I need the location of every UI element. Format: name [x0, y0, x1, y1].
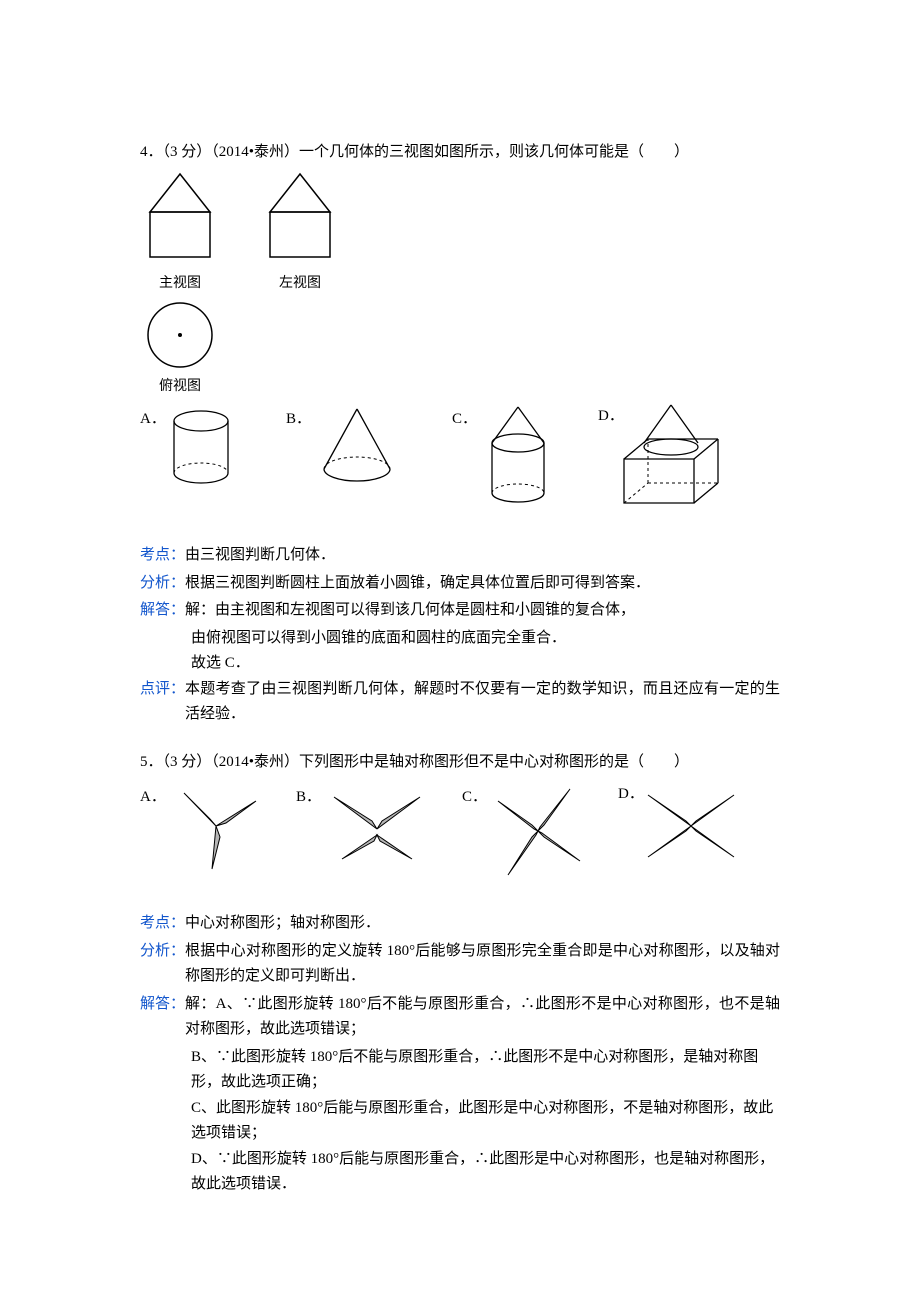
q4-front-view: 主视图: [140, 172, 220, 296]
left-view-svg: [260, 172, 340, 272]
q5-jieda-3: C、此图形旋转 180°后能与原图形重合，此图形是中心对称图形，不是轴对称图形，…: [191, 1096, 780, 1147]
q5-analysis: 考点： 中心对称图形；轴对称图形． 分析： 根据中心对称图形的定义旋转 180°…: [140, 911, 780, 1198]
q4-jieda-3: 故选 C．: [191, 651, 780, 677]
cylinder-icon: [166, 403, 236, 493]
q4-jieda-2: 由俯视图可以得到小圆锥的底面和圆柱的底面完全重合．: [191, 626, 780, 652]
cone-on-cylinder-icon: [478, 403, 558, 513]
q4-kaodian: 由三视图判断几何体．: [185, 543, 780, 569]
q5-shape-c-icon: [488, 781, 588, 881]
page: 4．（3 分）（2014•泰州）一个几何体的三视图如图所示，则该几何体可能是（ …: [0, 0, 920, 1302]
front-view-label: 主视图: [159, 272, 201, 296]
q5-option-b-label: B．: [296, 781, 322, 811]
q5-jieda-2: B、∵此图形旋转 180°后不能与原图形重合，∴此图形不是中心对称图形，是轴对称…: [191, 1045, 780, 1096]
top-view-label: 俯视图: [159, 375, 201, 399]
kaodian-label: 考点：: [140, 543, 185, 569]
q5-option-d: D．: [618, 781, 746, 871]
q4-option-a: A．: [140, 403, 236, 493]
q4-top-view: 俯视图: [140, 295, 220, 399]
top-view-svg: [140, 295, 220, 375]
fenxi-label: 分析：: [140, 571, 185, 597]
q5-option-d-label: D．: [618, 781, 636, 803]
q4-dianping: 本题考查了由三视图判断几何体，解题时不仅要有一定的数学知识，而且还应有一定的生活…: [185, 677, 780, 728]
jieda-label: 解答：: [140, 598, 185, 624]
q4-option-a-label: A．: [140, 403, 166, 433]
dianping-label: 点评：: [140, 677, 185, 703]
q4-option-b: B．: [286, 403, 402, 493]
front-view-svg: [140, 172, 220, 272]
q5-option-a: A．: [140, 781, 266, 871]
q4-options: A． B． C．: [140, 403, 780, 513]
q4-option-b-label: B．: [286, 403, 312, 433]
q4-option-c: C．: [452, 403, 558, 513]
q4-analysis: 考点： 由三视图判断几何体． 分析： 根据三视图判断圆柱上面放着小圆锥，确定具体…: [140, 543, 780, 728]
q5-option-a-label: A．: [140, 781, 166, 811]
q5-shape-d-icon: [636, 781, 746, 871]
q5-shape-a-icon: [166, 781, 266, 871]
q4-left-view: 左视图: [260, 172, 340, 296]
cone-on-cuboid-icon: [616, 403, 726, 513]
q5-option-c-label: C．: [462, 781, 488, 811]
q5-fenxi: 根据中心对称图形的定义旋转 180°后能够与原图形完全重合即是中心对称图形，以及…: [185, 939, 780, 990]
left-view-label: 左视图: [279, 272, 321, 296]
q5-jieda-4: D、∵此图形旋转 180°后能与原图形重合，∴此图形是中心对称图形，也是轴对称图…: [191, 1147, 780, 1198]
q4-stem: 4．（3 分）（2014•泰州）一个几何体的三视图如图所示，则该几何体可能是（ …: [140, 140, 780, 166]
q5-kaodian: 中心对称图形；轴对称图形．: [185, 911, 780, 937]
q5-jieda-1: 解：A、∵此图形旋转 180°后不能与原图形重合，∴此图形不是中心对称图形，也不…: [185, 992, 780, 1043]
q4-option-d: D．: [598, 403, 726, 513]
q5-option-c: C．: [462, 781, 588, 881]
q5-stem: 5．（3 分）（2014•泰州）下列图形中是轴对称图形但不是中心对称图形的是（ …: [140, 750, 780, 776]
q5-shape-b-icon: [322, 781, 432, 871]
fenxi-label: 分析：: [140, 939, 185, 965]
kaodian-label: 考点：: [140, 911, 185, 937]
jieda-label: 解答：: [140, 992, 185, 1018]
q4-views: 主视图 左视图 俯视图: [140, 172, 780, 400]
q5-options: A． B． C．: [140, 781, 780, 881]
q4-option-d-label: D．: [598, 403, 616, 425]
cone-icon: [312, 403, 402, 493]
q5-option-b: B．: [296, 781, 432, 871]
q4-option-c-label: C．: [452, 403, 478, 433]
q4-fenxi: 根据三视图判断圆柱上面放着小圆锥，确定具体位置后即可得到答案．: [185, 571, 780, 597]
q4-jieda-1: 解：由主视图和左视图可以得到该几何体是圆柱和小圆锥的复合体，: [185, 598, 780, 624]
